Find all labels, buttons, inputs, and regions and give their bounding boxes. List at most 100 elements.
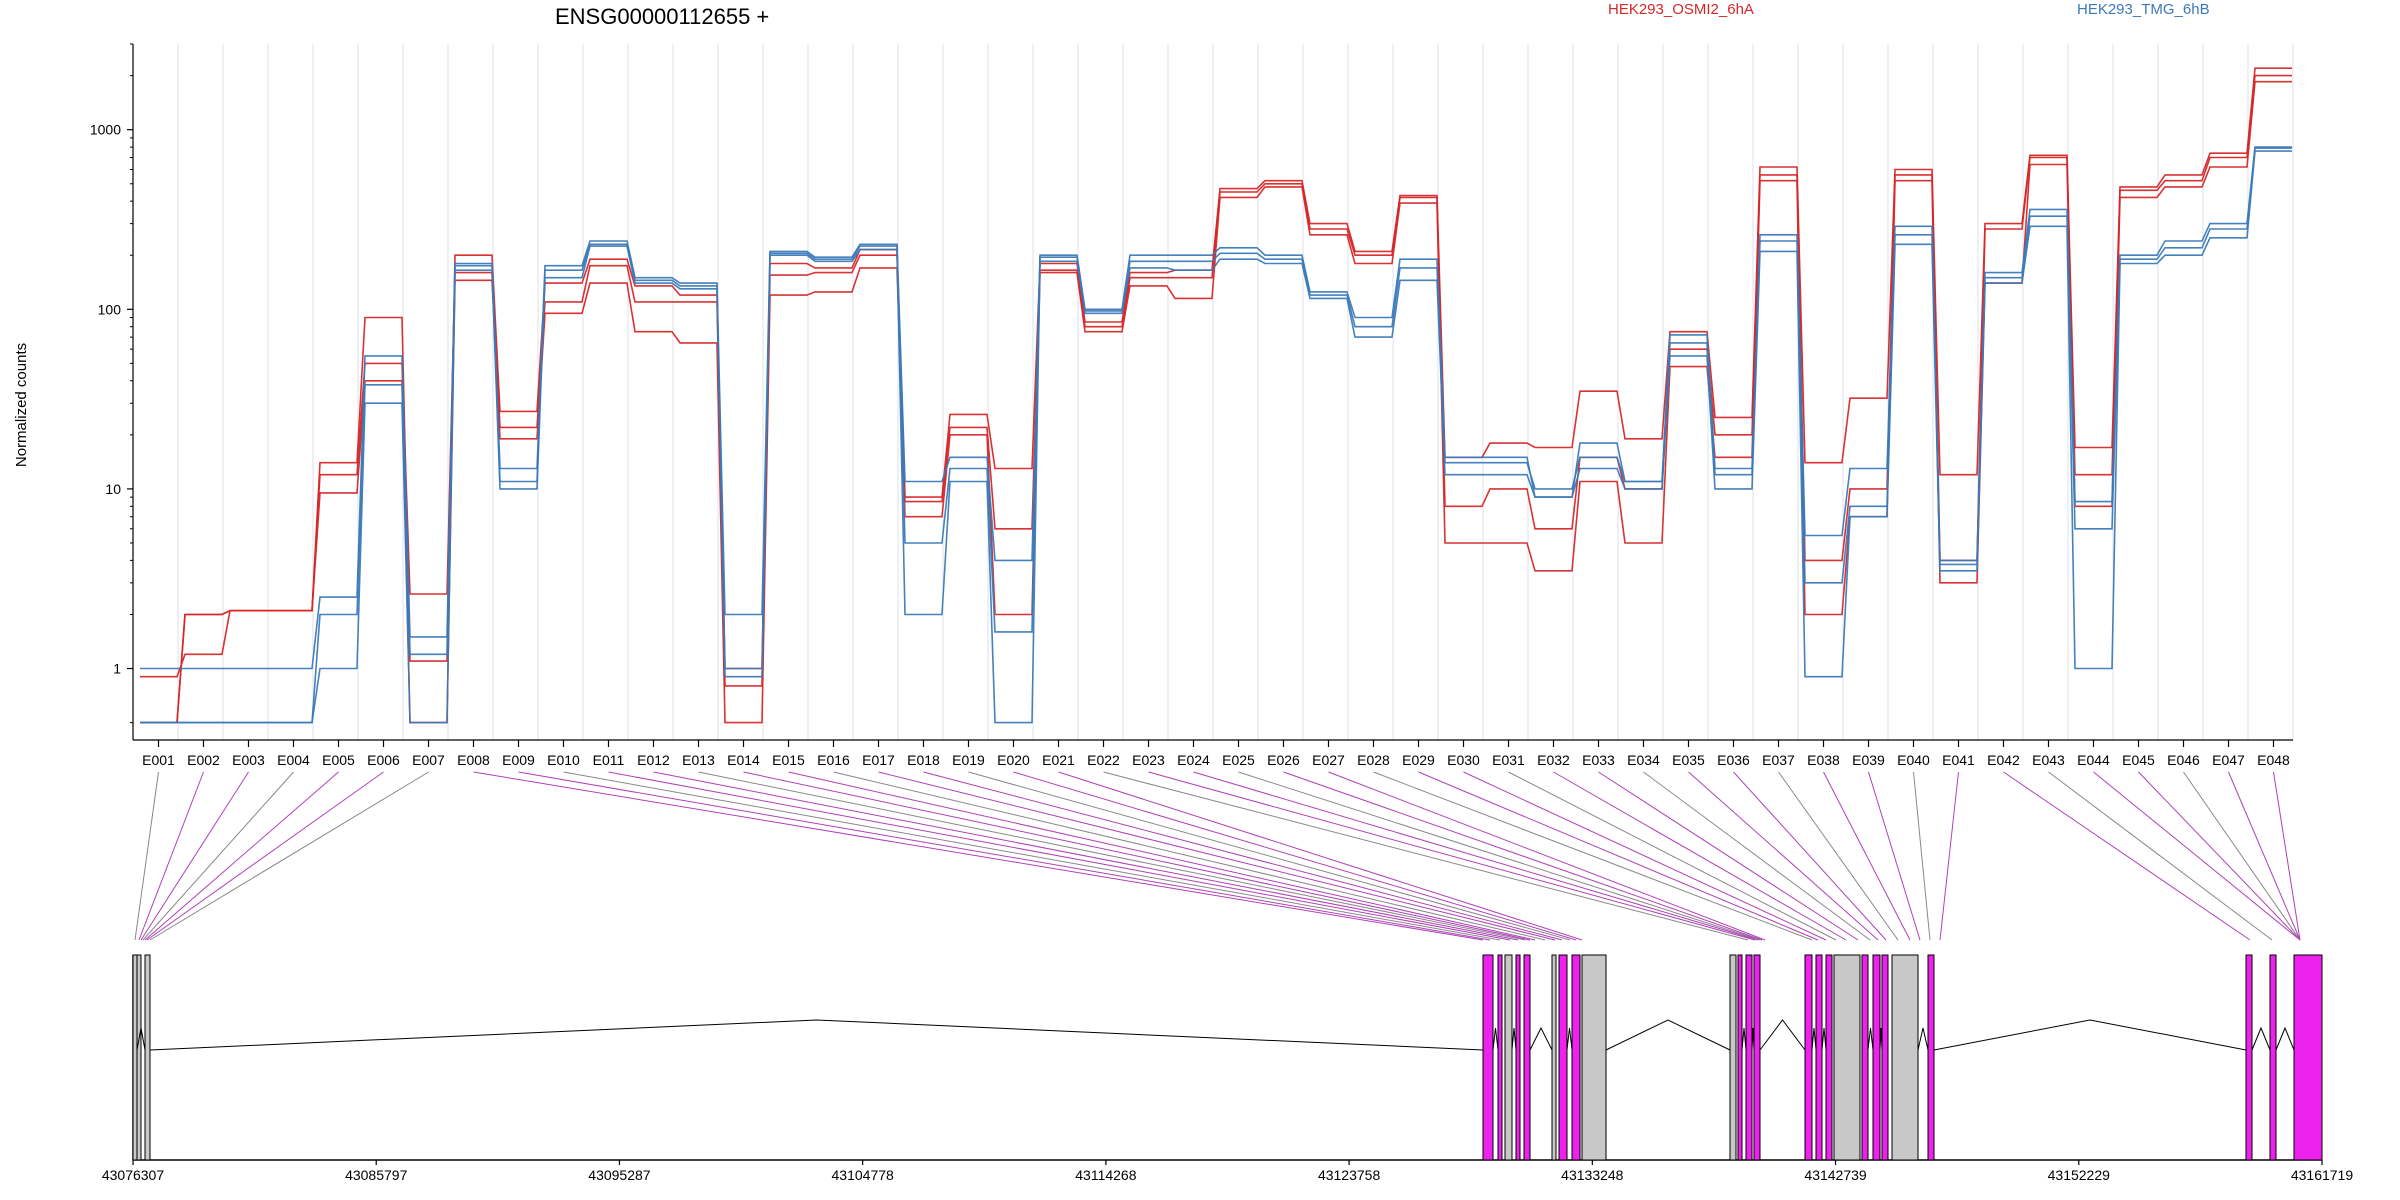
exon-connector <box>140 771 249 941</box>
y-axis: 1 10 100 1000 <box>90 43 134 740</box>
exon-connector <box>743 771 1531 941</box>
exon-connector <box>1148 771 1756 941</box>
exon-connector <box>833 771 1546 941</box>
exon-connector <box>788 771 1536 941</box>
intron-line <box>136 1027 146 1051</box>
exon-connector <box>2183 771 2301 941</box>
x-tick-label: E026 <box>1267 752 1300 768</box>
exon-connector <box>138 771 204 941</box>
x-tick-label: E046 <box>2167 752 2200 768</box>
exon-connector <box>1913 771 1931 941</box>
exon-connector <box>653 771 1519 941</box>
x-tick-label: E005 <box>322 752 355 768</box>
exon-connector <box>1463 771 1827 941</box>
vertical-grid <box>177 44 2294 740</box>
x-tick-label: E033 <box>1582 752 1615 768</box>
x-tick-label: E031 <box>1492 752 1525 768</box>
coordinate-label: 43104778 <box>832 1167 895 1183</box>
exon-connector <box>1328 771 1766 941</box>
exon-box <box>1872 954 1881 1161</box>
x-tick-label: E021 <box>1042 752 1075 768</box>
x-tick-label: E030 <box>1447 752 1480 768</box>
intron-line <box>1917 1027 1929 1051</box>
exon-connector <box>1939 771 1959 941</box>
x-axis: E001 E002 E003 E004 E005 E006 E007 E008 E009 E010… <box>133 739 2293 768</box>
intron-line <box>1605 1019 1731 1051</box>
exon-connector <box>1553 771 1847 941</box>
coordinate-label: 43152229 <box>2048 1167 2111 1183</box>
x-tick-label: E003 <box>232 752 265 768</box>
exon-box <box>1927 954 1935 1161</box>
x-tick-label: E041 <box>1942 752 1975 768</box>
coordinate-label: 43123758 <box>1318 1167 1381 1183</box>
exon-box <box>1804 954 1813 1161</box>
series-line <box>140 67 2292 678</box>
coordinate-label: 43161719 <box>2291 1167 2354 1183</box>
exon-box <box>1497 954 1503 1161</box>
x-tick-label: E035 <box>1672 752 1705 768</box>
exon-box <box>144 954 151 1161</box>
coordinate-label: 43076307 <box>102 1167 165 1183</box>
x-tick-label: E048 <box>2257 752 2290 768</box>
intron-line <box>2275 1026 2295 1051</box>
legend-entry-osmi2: HEK293_OSMI2_6hA <box>1608 1 1754 18</box>
exon-connector <box>1283 771 1763 941</box>
legend-entry-tmg: HEK293_TMG_6hB <box>2077 1 2210 18</box>
intron-line <box>149 1019 1484 1051</box>
exon-box <box>136 954 142 1161</box>
y-tick-label: 10 <box>105 481 121 497</box>
exon-box <box>1581 954 1607 1161</box>
intron-line <box>1811 1027 1817 1051</box>
x-tick-label: E039 <box>1852 752 1885 768</box>
intron-line <box>1529 1026 1553 1051</box>
gene-model: 43076307 43085797 43095287 43104778 43114268… <box>102 954 2354 1183</box>
exon-connector <box>1193 771 1759 941</box>
intron-line <box>1933 1019 2247 1051</box>
x-tick-label: E023 <box>1132 752 1165 768</box>
x-tick-label: E017 <box>862 752 895 768</box>
intron-line <box>1879 1027 1883 1051</box>
exon-box <box>1815 954 1823 1161</box>
x-tick-label: E034 <box>1627 752 1660 768</box>
y-tick-label: 1 <box>113 661 121 677</box>
exon-connector <box>878 771 1556 941</box>
exon-connector <box>473 771 1484 941</box>
x-tick-label: E011 <box>593 752 625 768</box>
series-line <box>140 147 2292 724</box>
exon-connector <box>2138 771 2301 941</box>
x-tick-label: E032 <box>1537 752 1570 768</box>
exon-box <box>1571 954 1581 1161</box>
y-tick-label: 1000 <box>90 122 121 138</box>
intron-line <box>1492 1027 1499 1051</box>
exon-connector <box>1598 771 1859 941</box>
exon-connector <box>1733 771 1887 941</box>
exon-box <box>1753 954 1761 1161</box>
x-tick-label: E036 <box>1717 752 1750 768</box>
x-tick-label: E009 <box>502 752 535 768</box>
exon-connector <box>1418 771 1819 941</box>
exon-connector <box>2228 771 2301 941</box>
exon-connector <box>1058 771 1583 941</box>
x-tick-label: E002 <box>187 752 220 768</box>
exon-connector <box>1508 771 1837 941</box>
exon-connector <box>142 771 294 941</box>
coordinate-label: 43085797 <box>345 1167 408 1183</box>
intron-line <box>1821 1027 1827 1051</box>
exon-box <box>1825 954 1833 1161</box>
exon-connector <box>2048 771 2273 941</box>
x-tick-label: E040 <box>1897 752 1930 768</box>
x-tick-label: E012 <box>637 752 670 768</box>
exon-box <box>1523 954 1531 1161</box>
x-tick-label: E020 <box>997 752 1030 768</box>
x-tick-label: E022 <box>1087 752 1120 768</box>
exon-box <box>1504 954 1513 1161</box>
coordinate-label: 43114268 <box>1075 1167 1136 1183</box>
chart-title: ENSG00000112655 + <box>555 4 769 29</box>
x-tick-label: E043 <box>2032 752 2065 768</box>
x-tick-label: E028 <box>1357 752 1390 768</box>
x-tick-label: E038 <box>1807 752 1840 768</box>
exon-connector <box>2093 771 2301 941</box>
exon-connector <box>2003 771 2251 941</box>
series-lines <box>140 67 2292 724</box>
